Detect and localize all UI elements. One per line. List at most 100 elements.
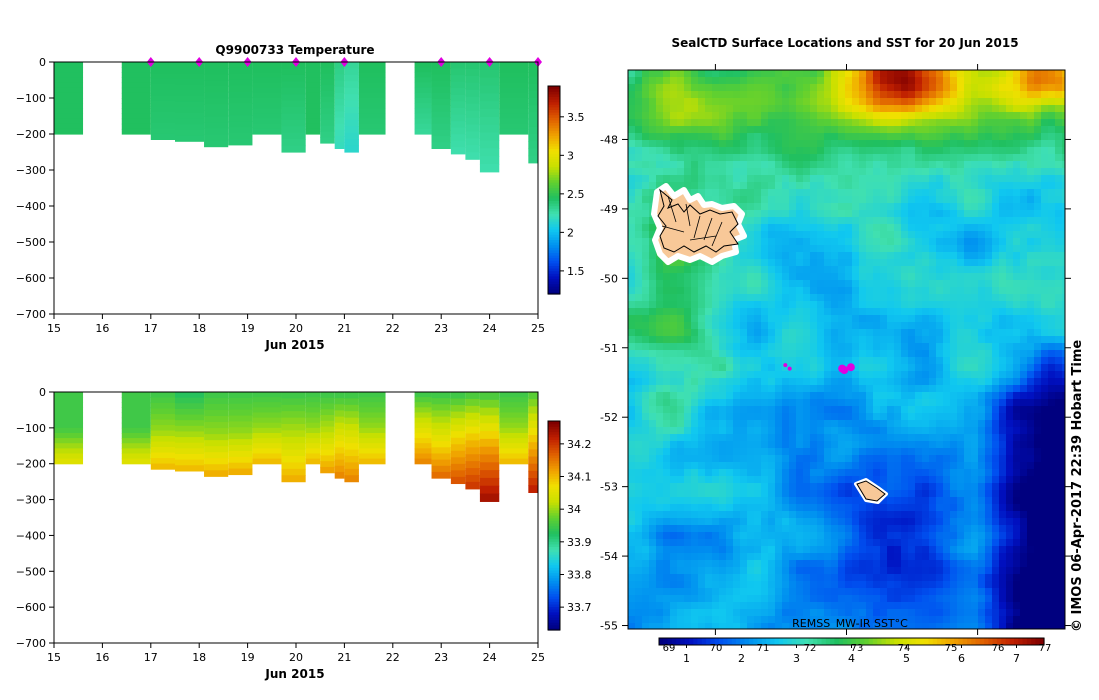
sst-cell <box>719 476 727 484</box>
sst-cell <box>677 427 685 435</box>
sst-cell <box>719 483 727 491</box>
sst-cell <box>901 504 909 512</box>
sst-cell <box>908 196 916 204</box>
sst-cell <box>1027 399 1035 407</box>
sst-cell <box>1062 308 1065 316</box>
sst-cell <box>1027 322 1035 330</box>
sst-cell <box>670 343 678 351</box>
sst-cell <box>971 294 979 302</box>
sst-cell <box>803 329 811 337</box>
sst-cell <box>677 161 685 169</box>
sst-cell <box>978 91 986 99</box>
profile-cell <box>450 450 466 458</box>
colorbar-cell <box>548 226 560 230</box>
sst-cell <box>873 273 881 281</box>
sst-cell <box>971 140 979 148</box>
sst-cell <box>817 231 825 239</box>
sst-cell <box>747 210 755 218</box>
sst-cell <box>964 406 972 414</box>
profile-cell <box>150 397 175 404</box>
sst-cell <box>978 511 986 519</box>
sst-cell <box>824 203 832 211</box>
sst-cell <box>663 315 671 323</box>
profile-cell <box>320 392 335 399</box>
sst-cell <box>761 322 769 330</box>
sst-cell <box>894 497 902 505</box>
sst-cell <box>943 154 951 162</box>
sst-cell <box>831 203 839 211</box>
sst-cell <box>859 364 867 372</box>
sst-cell <box>936 301 944 309</box>
sst-cell <box>852 266 860 274</box>
sst-cell <box>740 119 748 127</box>
sst-cell <box>845 511 853 519</box>
sst-cell <box>880 511 888 519</box>
sst-cell <box>887 161 895 169</box>
sst-cell <box>740 266 748 274</box>
sst-cell <box>670 77 678 85</box>
sst-cell <box>866 469 874 477</box>
sst-cell <box>838 266 846 274</box>
sst-cell <box>782 70 790 78</box>
sst-cell <box>866 308 874 316</box>
sst-cell <box>684 455 692 463</box>
sst-cell <box>985 511 993 519</box>
sst-cell <box>768 161 776 169</box>
sst-cell <box>852 154 860 162</box>
profile-cell <box>528 134 538 142</box>
sst-cell <box>887 462 895 470</box>
sst-cell <box>943 91 951 99</box>
sst-cell <box>761 378 769 386</box>
sst-cell <box>999 490 1007 498</box>
sst-cell <box>698 126 706 134</box>
sst-cell <box>971 343 979 351</box>
sst-cell <box>936 252 944 260</box>
profile-cell <box>228 456 253 464</box>
sst-cell <box>775 259 783 267</box>
profile-cell <box>320 403 335 410</box>
sst-cell <box>992 427 1000 435</box>
sst-cell <box>838 434 846 442</box>
sst-cell <box>705 357 713 365</box>
sst-cell <box>852 203 860 211</box>
sst-cell <box>936 182 944 190</box>
sst-cell <box>747 525 755 533</box>
sst-cell <box>649 525 657 533</box>
sst-cell <box>1041 350 1049 358</box>
sst-cell <box>985 147 993 155</box>
sst-cell <box>936 490 944 498</box>
colorbar-cell <box>548 606 560 610</box>
sst-cell <box>922 406 930 414</box>
sst-cell <box>775 147 783 155</box>
sst-cell <box>1020 315 1028 323</box>
sst-cell <box>971 385 979 393</box>
sst-cell <box>1027 259 1035 267</box>
sst-cell <box>873 511 881 519</box>
sst-cell <box>628 91 636 99</box>
sst-cell <box>635 385 643 393</box>
sst-cell <box>698 259 706 267</box>
profile-cell <box>528 62 538 70</box>
sst-cell <box>768 497 776 505</box>
sst-cell <box>922 462 930 470</box>
sst-cell <box>999 455 1007 463</box>
sst-cell <box>782 252 790 260</box>
sst-cell <box>901 308 909 316</box>
sst-cell <box>740 455 748 463</box>
sst-cell <box>761 70 769 78</box>
profile-cell <box>281 139 306 147</box>
profile-cell <box>150 408 175 415</box>
sst-cell <box>670 364 678 372</box>
sst-cell <box>789 385 797 393</box>
sst-cell <box>999 357 1007 365</box>
sst-cell <box>950 126 958 134</box>
sst-cell <box>740 301 748 309</box>
colorbar-cell <box>548 627 560 631</box>
sst-cell <box>719 406 727 414</box>
profile-cell <box>528 406 538 415</box>
profile-cell <box>431 398 451 405</box>
sst-cell <box>789 161 797 169</box>
profile-cell <box>252 92 282 99</box>
sst-cell <box>705 294 713 302</box>
sst-cell <box>901 476 909 484</box>
